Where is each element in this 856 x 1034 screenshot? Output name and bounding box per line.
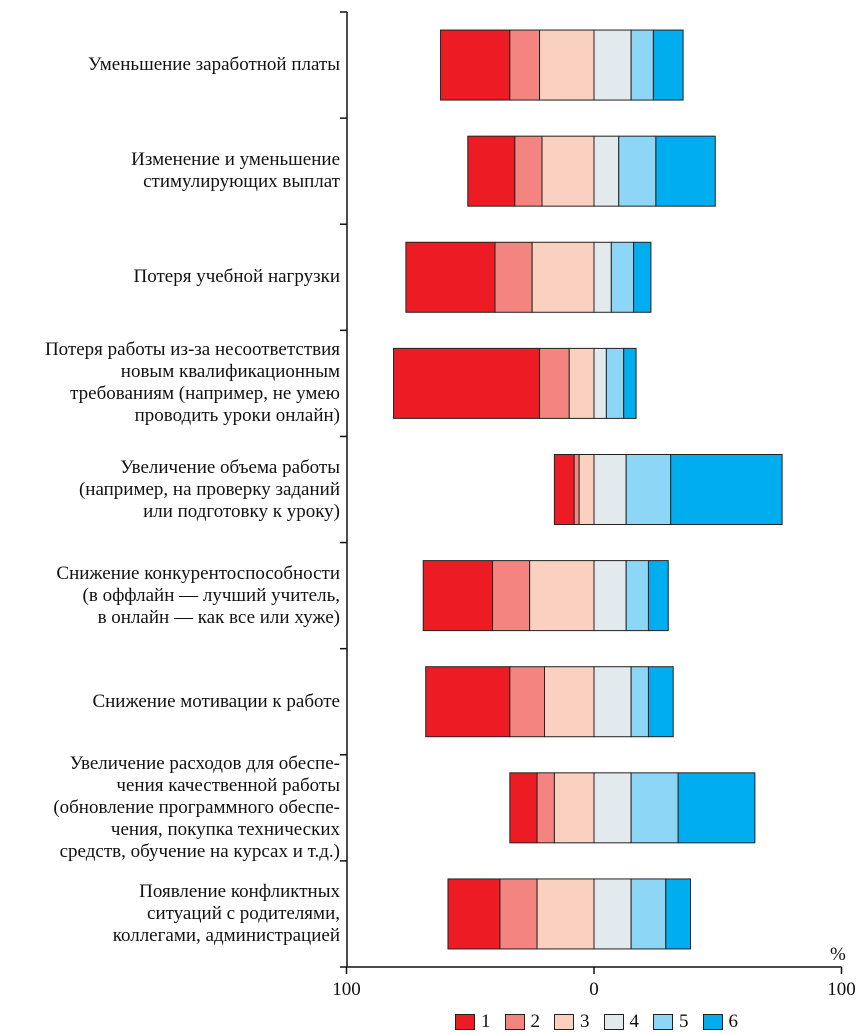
bar-segment-2-row-5 — [573, 454, 580, 525]
legend-label: 2 — [530, 1011, 541, 1032]
bar-segment-5-row-1 — [630, 29, 654, 101]
legend-item: 2 — [504, 1011, 541, 1033]
legend-label: 5 — [679, 1011, 689, 1032]
bar-segment-6-row-7 — [647, 666, 674, 738]
bar-segment-5-row-5 — [625, 454, 672, 525]
bar-segment-5-row-8 — [630, 772, 679, 844]
legend-item: 4 — [603, 1011, 640, 1033]
bar-segment-3-row-9 — [536, 878, 595, 950]
legend-label: 3 — [580, 1011, 590, 1032]
bar-segment-4-row-4 — [593, 347, 607, 419]
axes-layer: 100 0 100 — [332, 11, 856, 1000]
legend: 1 2 3 4 5 6 — [455, 1011, 752, 1033]
legend-label: 1 — [481, 1011, 491, 1032]
bars-layer — [393, 29, 783, 950]
bar-segment-1-row-6 — [422, 560, 494, 632]
bar-segment-5-row-7 — [630, 666, 649, 738]
category-label: Потеря работы из-за несоответствия новым… — [44, 339, 340, 427]
bar-segment-3-row-5 — [578, 454, 595, 525]
bar-segment-6-row-3 — [633, 241, 652, 313]
legend-swatch — [702, 1014, 723, 1030]
category-label: Изменение и уменьшение стимулирующих вып… — [131, 149, 340, 193]
category-label: Уменьшение заработной платы — [88, 54, 340, 76]
bar-segment-5-row-6 — [625, 560, 649, 632]
x-tick-label: 100 — [332, 979, 361, 1000]
bar-segment-4-row-3 — [593, 241, 612, 313]
category-label: Снижение конкурентоспособности (в оффлай… — [56, 562, 340, 628]
legend-label: 6 — [728, 1011, 739, 1032]
category-label: Увеличение расходов для обеспе- чения ка… — [53, 752, 340, 862]
bar-segment-2-row-8 — [536, 772, 555, 844]
legend-swatch — [603, 1014, 624, 1030]
bar-segment-4-row-1 — [593, 29, 632, 101]
bar-segment-3-row-4 — [568, 347, 595, 419]
bar-segment-1-row-4 — [393, 347, 541, 419]
bar-segment-6-row-6 — [647, 560, 669, 632]
bar-segment-3-row-2 — [541, 135, 595, 207]
legend-swatch — [504, 1014, 525, 1030]
bar-segment-4-row-7 — [593, 666, 632, 738]
bar-segment-6-row-1 — [652, 29, 684, 101]
bar-segment-5-row-2 — [618, 135, 657, 207]
bar-segment-4-row-5 — [593, 454, 627, 525]
bar-segment-6-row-8 — [677, 772, 756, 844]
legend-item: 1 — [455, 1011, 491, 1033]
x-tick-label: 100 — [827, 979, 856, 1000]
bar-segment-4-row-2 — [593, 135, 620, 207]
bar-segment-4-row-9 — [593, 878, 632, 950]
category-label: Появление конфликтных ситуаций с родител… — [112, 880, 340, 946]
legend-swatch — [554, 1014, 574, 1030]
x-tick-label: 0 — [589, 979, 599, 1000]
legend-swatch — [455, 1014, 475, 1030]
legend-item: 6 — [702, 1011, 739, 1033]
legend-swatch — [653, 1014, 673, 1030]
bar-segment-2-row-2 — [514, 135, 543, 207]
bar-segment-6-row-4 — [623, 347, 637, 419]
bar-segment-2-row-9 — [499, 878, 538, 950]
category-label: Увеличение объема работы (например, на п… — [78, 456, 340, 522]
bar-segment-4-row-8 — [593, 772, 632, 844]
bar-segment-1-row-3 — [405, 241, 496, 313]
bar-segment-1-row-2 — [467, 135, 516, 207]
bar-segment-6-row-5 — [670, 454, 783, 525]
bar-segment-5-row-4 — [605, 347, 625, 419]
legend-label: 4 — [629, 1011, 640, 1032]
bar-segment-3-row-1 — [539, 29, 595, 101]
bar-segment-2-row-7 — [509, 666, 546, 738]
bar-segment-1-row-5 — [553, 454, 575, 525]
bar-segment-2-row-4 — [539, 347, 570, 419]
bar-segment-1-row-7 — [425, 666, 511, 738]
bar-segment-1-row-1 — [440, 29, 511, 101]
bar-segment-3-row-8 — [553, 772, 595, 844]
bar-segment-6-row-2 — [655, 135, 716, 207]
category-label: Потеря учебной нагрузки — [133, 266, 341, 288]
bar-segment-4-row-6 — [593, 560, 627, 632]
bar-segment-1-row-8 — [509, 772, 538, 844]
legend-item: 5 — [653, 1011, 689, 1033]
bar-segment-2-row-3 — [494, 241, 533, 313]
unit-label: % — [830, 944, 846, 965]
legend-item: 3 — [554, 1011, 590, 1033]
bar-segment-1-row-9 — [447, 878, 501, 950]
bar-segment-2-row-1 — [509, 29, 541, 101]
bar-segment-3-row-6 — [529, 560, 595, 632]
bar-segment-5-row-9 — [630, 878, 667, 950]
bar-segment-3-row-3 — [531, 241, 595, 313]
bar-segment-3-row-7 — [544, 666, 595, 738]
bar-segment-6-row-9 — [665, 878, 692, 950]
category-label: Снижение мотивации к работе — [92, 690, 340, 712]
bar-segment-2-row-6 — [492, 560, 531, 632]
bar-segment-5-row-3 — [610, 241, 635, 313]
